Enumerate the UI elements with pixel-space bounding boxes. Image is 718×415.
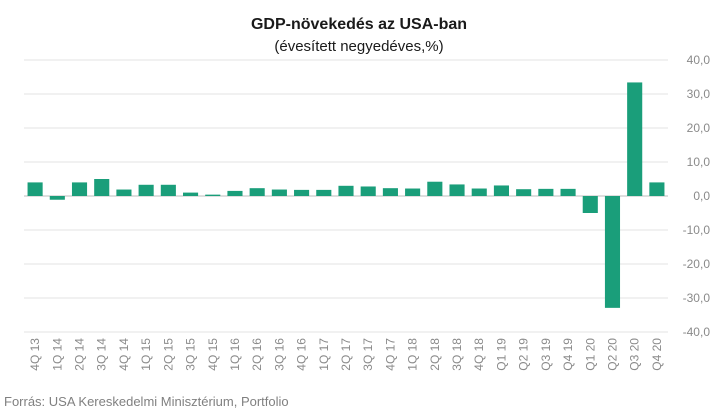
x-tick-label: 1Q 18	[406, 338, 420, 371]
x-tick-label: 2Q 14	[73, 338, 87, 371]
y-tick-label: -40,0	[683, 325, 711, 339]
bar	[449, 184, 465, 196]
chart-subtitle: (évesített negyedéves,%)	[274, 38, 443, 55]
x-tick-label: 1Q 15	[139, 338, 153, 371]
y-tick-label: 20,0	[687, 121, 711, 135]
bar	[249, 188, 265, 196]
bar	[116, 189, 132, 196]
x-tick-label: 2Q 15	[161, 338, 175, 371]
x-tick-label: 3Q 14	[95, 338, 109, 371]
x-tick-label: 4Q 16	[295, 338, 309, 371]
bar	[205, 194, 221, 196]
bar	[160, 184, 176, 196]
y-tick-label: -10,0	[683, 223, 711, 237]
x-tick-label: Q2 19	[517, 338, 531, 371]
bar	[27, 182, 43, 196]
y-tick-label: 40,0	[687, 53, 711, 67]
x-tick-label: 4Q 17	[383, 338, 397, 371]
bar	[271, 189, 287, 196]
bar	[538, 188, 554, 196]
x-tick-label: 3Q 15	[184, 338, 198, 371]
y-tick-label: 10,0	[687, 155, 711, 169]
bar	[294, 189, 310, 196]
x-tick-label: 4Q 14	[117, 338, 131, 371]
source-note: Forrás: USA Kereskedelmi Minisztérium, P…	[4, 394, 289, 409]
bar	[471, 188, 487, 196]
x-tick-label: Q4 20	[650, 338, 664, 371]
bar	[627, 82, 643, 196]
bar	[604, 196, 621, 308]
chart-title: GDP-növekedés az USA-ban	[251, 16, 467, 33]
bar	[94, 179, 110, 196]
x-tick-label: 4Q 15	[206, 338, 220, 371]
y-tick-label: 0,0	[693, 189, 710, 203]
x-tick-label: 2Q 17	[339, 338, 353, 371]
x-tick-label: Q2 20	[605, 338, 619, 371]
y-axis: 40,0 30,0 20,0 10,0 0,0 -10,0 -20,0 -30,0 -40,0	[683, 53, 711, 339]
bar	[316, 189, 332, 196]
x-tick-label: 2Q 16	[250, 338, 264, 371]
x-tick-label: 3Q 16	[272, 338, 286, 371]
x-tick-label: 1Q 16	[228, 338, 242, 371]
bar	[71, 182, 88, 196]
x-tick-label: Q4 19	[561, 338, 575, 371]
bars	[27, 82, 665, 308]
bar	[582, 196, 598, 213]
x-tick-label: Q1 19	[494, 338, 508, 371]
bar	[649, 182, 665, 196]
y-tick-label: 30,0	[687, 87, 711, 101]
x-tick-label: 1Q 14	[50, 338, 64, 371]
y-tick-label: -30,0	[683, 291, 711, 305]
bar	[138, 184, 154, 196]
x-axis: 4Q 13 1Q 14 2Q 14 3Q 14 4Q 14 1Q 15 2Q 15 3Q 15…	[28, 338, 664, 371]
y-tick-label: -20,0	[683, 257, 711, 271]
bar	[493, 185, 509, 196]
bar	[360, 186, 376, 196]
x-tick-label: Q3 20	[628, 338, 642, 371]
x-tick-label: 4Q 18	[472, 338, 486, 371]
bar	[49, 196, 65, 200]
bar	[405, 188, 421, 196]
x-tick-label: 3Q 18	[450, 338, 464, 371]
x-tick-label: Q1 20	[583, 338, 597, 371]
bar	[516, 189, 532, 196]
x-tick-label: 1Q 17	[317, 338, 331, 371]
bar	[382, 188, 398, 196]
x-tick-label: 3Q 17	[361, 338, 375, 371]
bar	[560, 188, 576, 196]
bar	[183, 192, 199, 196]
bar	[227, 190, 243, 196]
x-tick-label: Q3 19	[539, 338, 553, 371]
bar	[338, 185, 354, 196]
bar	[427, 181, 443, 196]
x-tick-label: 4Q 13	[28, 338, 42, 371]
x-tick-label: 2Q 18	[428, 338, 442, 371]
